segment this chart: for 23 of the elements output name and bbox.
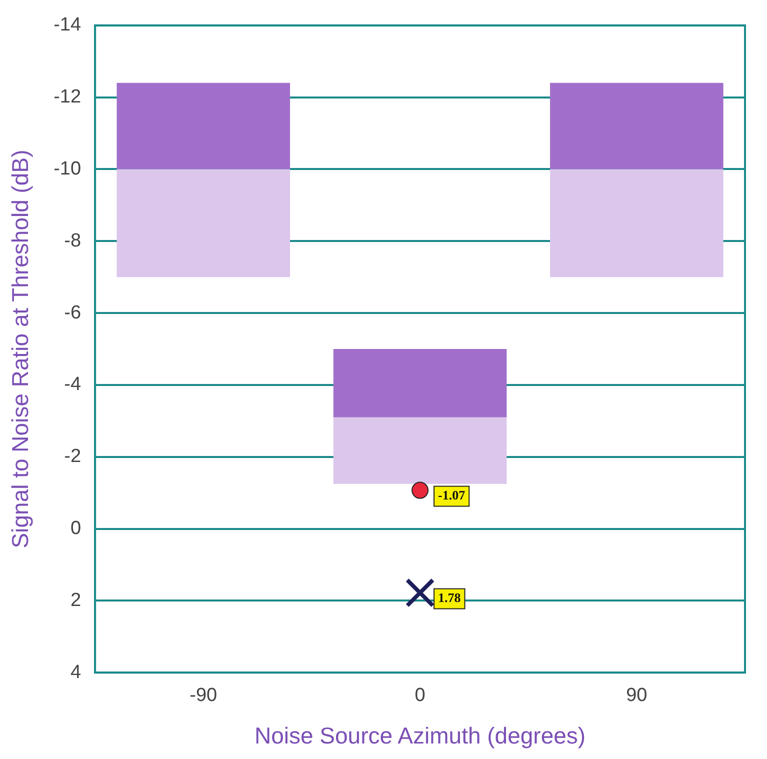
bar: [550, 169, 724, 278]
x-tick-label: -90: [190, 685, 218, 706]
data-label: -1.07: [438, 488, 466, 503]
y-tick-label: -8: [64, 230, 82, 252]
y-tick-label: 4: [70, 662, 82, 683]
bar: [333, 417, 507, 484]
y-tick-label: -4: [64, 374, 82, 396]
y-axis-title: Signal to Noise Ratio at Threshold (dB): [7, 150, 34, 548]
y-tick-label: -12: [54, 86, 82, 108]
bar: [333, 349, 507, 418]
x-axis-title: Noise Source Azimuth (degrees): [254, 722, 586, 749]
data-label: 1.78: [438, 590, 462, 606]
y-tick-label: -10: [54, 158, 82, 180]
y-tick-label: -14: [54, 14, 82, 36]
bar: [116, 169, 290, 278]
x-tick-label: 0: [414, 685, 426, 706]
x-tick-label: 90: [626, 685, 648, 706]
y-tick-label: -2: [64, 446, 82, 468]
y-tick-label: 2: [70, 590, 82, 611]
y-tick-label: 0: [70, 518, 82, 540]
bar: [116, 82, 290, 170]
y-tick-label: -6: [64, 302, 82, 324]
bar: [550, 82, 724, 170]
